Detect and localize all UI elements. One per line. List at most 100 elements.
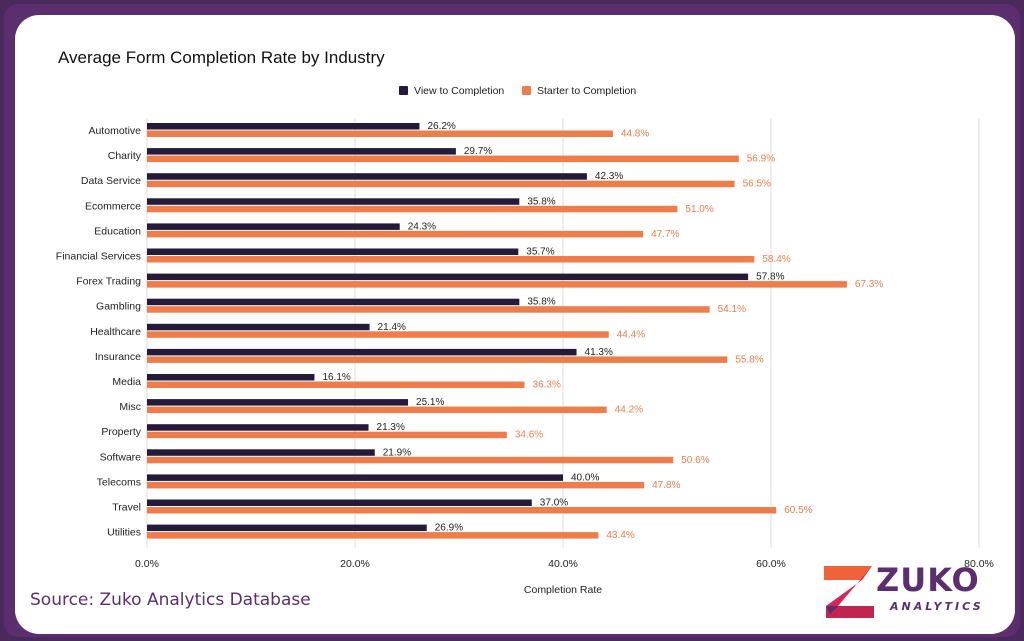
bar-starter-to-completion (147, 230, 644, 238)
data-label-view: 29.7% (464, 146, 492, 157)
bar-view-to-completion (147, 524, 427, 532)
bar-view-to-completion (147, 374, 315, 381)
bar-view-to-completion (147, 148, 456, 155)
category-label: Insurance (95, 351, 141, 363)
bar-starter-to-completion (147, 130, 613, 137)
legend-swatch-starter (522, 86, 531, 95)
bar-starter-to-completion (147, 456, 674, 464)
category-label: Gambling (96, 301, 141, 313)
bar-view-to-completion (147, 123, 420, 130)
bar-view-to-completion (147, 348, 577, 356)
data-label-view: 41.3% (585, 347, 613, 358)
data-label-starter: 56.5% (743, 179, 771, 190)
data-label-view: 35.8% (527, 196, 555, 207)
data-label-starter: 56.9% (747, 154, 775, 165)
category-label: Data Service (81, 175, 141, 187)
legend-label-starter: Starter to Completion (537, 85, 636, 97)
data-label-view: 25.1% (416, 397, 444, 408)
x-tick-label: 40.0% (548, 558, 578, 570)
zuko-logo-icon (824, 566, 874, 618)
bar-view-to-completion (147, 424, 369, 431)
bar-starter-to-completion (147, 306, 710, 313)
bar-view-to-completion (147, 399, 409, 406)
bar-view-to-completion (147, 273, 749, 281)
data-label-starter: 47.8% (652, 480, 680, 491)
bars (147, 123, 847, 539)
source-caption: Source: Zuko Analytics Database (30, 590, 311, 610)
bar-view-to-completion (147, 474, 563, 481)
category-label: Education (94, 225, 141, 237)
data-label-starter: 44.2% (615, 405, 643, 416)
data-label-starter: 44.8% (621, 129, 649, 140)
category-label: Software (100, 451, 142, 463)
legend-label-view: View to Completion (414, 85, 504, 97)
data-label-starter: 44.4% (617, 329, 645, 340)
x-axis-title: Completion Rate (524, 584, 602, 596)
bar-starter-to-completion (147, 532, 599, 539)
category-label: Utilities (107, 527, 141, 539)
x-tick-label: 0.0% (135, 558, 159, 570)
category-label: Misc (119, 401, 141, 413)
data-label-starter: 50.6% (681, 455, 709, 466)
category-label: Media (112, 376, 141, 388)
category-label: Charity (108, 150, 142, 162)
category-label: Healthcare (90, 326, 141, 338)
legend: View to Completion Starter to Completion (399, 85, 636, 97)
x-axis-ticks: 0.0% 20.0% 40.0% 60.0% 80.0% (135, 558, 994, 570)
bar-starter-to-completion (147, 381, 525, 388)
legend-swatch-view (399, 86, 408, 95)
category-label: Automotive (88, 125, 141, 137)
bar-view-to-completion (147, 499, 532, 506)
data-label-view: 40.0% (571, 472, 599, 483)
category-label: Financial Services (56, 251, 141, 263)
zuko-logo: ZUKO ANALYTICS (822, 562, 1002, 622)
outer-frame (4, 4, 1020, 637)
bar-starter-to-completion (147, 481, 645, 489)
bar-view-to-completion (147, 198, 520, 205)
data-label-starter: 43.4% (606, 530, 634, 541)
data-label-view: 26.9% (435, 523, 463, 534)
data-label-starter: 67.3% (855, 279, 883, 290)
category-label: Forex Trading (76, 276, 141, 288)
data-label-view: 26.2% (427, 121, 455, 132)
bar-starter-to-completion (147, 281, 847, 288)
data-label-starter: 47.7% (651, 229, 679, 240)
data-label-view: 37.0% (540, 498, 568, 509)
data-label-starter: 54.1% (718, 304, 746, 315)
data-label-starter: 51.0% (685, 204, 713, 215)
bar-view-to-completion (147, 173, 587, 180)
data-label-view: 21.9% (383, 447, 411, 458)
brand-subtitle: ANALYTICS (890, 600, 984, 613)
data-labels: 26.2% 44.8% 29.7% 56.9% 42.3% 56.5% 35.8% 51.0%… (322, 121, 883, 541)
data-label-starter: 36.3% (533, 380, 561, 391)
category-label: Ecommerce (85, 200, 141, 212)
bar-starter-to-completion (147, 256, 755, 263)
bar-starter-to-completion (147, 507, 777, 514)
category-label: Travel (112, 502, 141, 514)
bar-view-to-completion (147, 298, 520, 306)
category-label: Property (101, 426, 141, 438)
x-tick-label: 60.0% (756, 558, 786, 570)
data-label-starter: 34.6% (515, 430, 543, 441)
data-label-view: 42.3% (595, 171, 623, 182)
data-label-view: 35.7% (526, 247, 554, 258)
bar-starter-to-completion (147, 331, 609, 338)
data-label-view: 21.4% (378, 322, 406, 333)
brand-name: ZUKO (876, 561, 980, 599)
data-label-view: 57.8% (756, 272, 784, 283)
chart-title: Average Form Completion Rate by Industry (58, 48, 385, 67)
data-label-view: 21.3% (377, 422, 405, 433)
x-tick-label: 80.0% (964, 558, 994, 570)
data-label-view: 35.8% (527, 297, 555, 308)
data-label-starter: 55.8% (735, 354, 763, 365)
data-label-view: 24.3% (408, 221, 436, 232)
data-label-starter: 58.4% (762, 254, 790, 265)
category-labels: Automotive Charity Data Service Ecommerce Ed… (56, 125, 142, 539)
bar-starter-to-completion (147, 180, 735, 188)
bar-starter-to-completion (147, 431, 507, 439)
bar-view-to-completion (147, 449, 375, 456)
data-label-view: 16.1% (322, 372, 350, 383)
bar-view-to-completion (147, 223, 400, 230)
bar-starter-to-completion (147, 356, 728, 363)
